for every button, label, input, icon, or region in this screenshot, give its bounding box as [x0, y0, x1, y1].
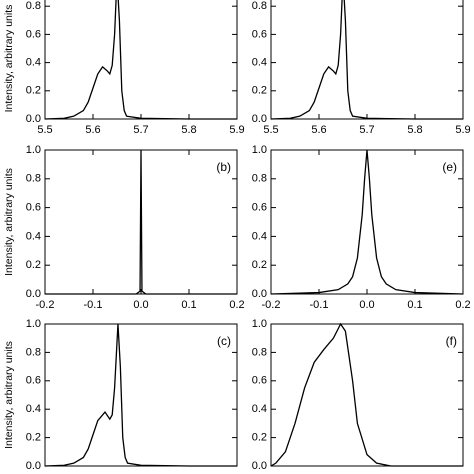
x-tick-label: 0.2: [229, 299, 244, 311]
y-tick-label: 0.4: [252, 230, 267, 242]
x-tick-label: -0.1: [84, 299, 103, 311]
x-tick-label: 5.7: [133, 124, 148, 136]
x-tick-label: 0.0: [359, 299, 374, 311]
y-tick-label: 0.0: [26, 460, 41, 472]
y-tick-label: 0.8: [26, 346, 41, 358]
y-tick-label: 0.4: [26, 57, 41, 69]
x-tick-label: 5.8: [181, 124, 196, 136]
panel-label: (c): [217, 334, 231, 348]
y-tick-label: 1.0: [252, 318, 267, 330]
y-tick-label: 1.0: [252, 144, 267, 156]
panel-label: (e): [442, 160, 457, 174]
x-tick-label: 5.8: [407, 124, 422, 136]
y-tick-label: 0.0: [26, 113, 41, 125]
y-tick-label: 1.0: [26, 144, 41, 156]
curve: [270, 0, 463, 120]
y-tick-label: 0.4: [252, 57, 267, 69]
plot-frame: [270, 149, 464, 295]
x-tick-label: -0.1: [310, 299, 329, 311]
panel-label: (f): [446, 334, 457, 348]
y-tick-label: 0.4: [252, 403, 267, 415]
panel-label: (b): [216, 160, 231, 174]
x-tick-label: -0.2: [36, 299, 55, 311]
x-tick-label: 5.5: [263, 124, 278, 136]
y-tick-label: 0.6: [252, 202, 267, 214]
y-tick-label: 0.6: [252, 28, 267, 40]
plot-frame: [44, 323, 238, 467]
x-tick-label: 5.6: [85, 124, 100, 136]
y-tick-label: 0.4: [26, 230, 41, 242]
y-tick-label: 0.2: [26, 432, 41, 444]
x-tick-label: 0.2: [455, 299, 470, 311]
curve: [44, 0, 237, 120]
y-tick-label: 0.8: [252, 173, 267, 185]
y-tick-label: 0.0: [252, 460, 267, 472]
y-tick-label: 0.8: [26, 173, 41, 185]
y-tick-label: 0.0: [252, 288, 267, 300]
x-tick-label: 5.5: [37, 124, 52, 136]
y-tick-label: 0.2: [252, 432, 267, 444]
y-tick-label: 0.2: [252, 259, 267, 271]
plot-frame: [270, 0, 464, 120]
curve: [44, 323, 237, 467]
x-tick-label: 0.1: [407, 299, 422, 311]
y-tick-label: 0.6: [26, 202, 41, 214]
curve: [45, 149, 237, 295]
y-tick-label: 0.0: [26, 288, 41, 300]
y-tick-label: 0.2: [26, 85, 41, 97]
x-tick-label: 0.0: [133, 299, 148, 311]
y-tick-label: 0.8: [252, 346, 267, 358]
plot-frame: [270, 323, 464, 467]
x-tick-label: 5.9: [229, 124, 244, 136]
curve: [270, 322, 463, 467]
y-tick-label: 0.0: [252, 113, 267, 125]
y-tick-label: 0.2: [252, 85, 267, 97]
y-tick-label: 0.6: [252, 375, 267, 387]
x-tick-label: 5.9: [455, 124, 470, 136]
x-tick-label: 0.1: [181, 299, 196, 311]
y-tick-label: 0.6: [26, 375, 41, 387]
y-tick-label: 1.0: [26, 318, 41, 330]
curve: [270, 149, 464, 295]
y-axis-label: Intensity, arbitrary units: [3, 341, 15, 449]
y-tick-label: 0.2: [26, 259, 41, 271]
y-tick-label: 0.8: [26, 0, 41, 12]
y-tick-label: 0.6: [26, 28, 41, 40]
y-axis-label: Intensity, arbitrary units: [3, 5, 15, 113]
x-tick-label: 5.6: [311, 124, 326, 136]
y-tick-label: 0.8: [252, 0, 267, 12]
x-tick-label: -0.2: [262, 299, 281, 311]
plot-frame: [44, 0, 238, 120]
x-tick-label: 5.7: [359, 124, 374, 136]
y-axis-label: Intensity, arbitrary units: [3, 168, 15, 276]
y-tick-label: 0.4: [26, 403, 41, 415]
